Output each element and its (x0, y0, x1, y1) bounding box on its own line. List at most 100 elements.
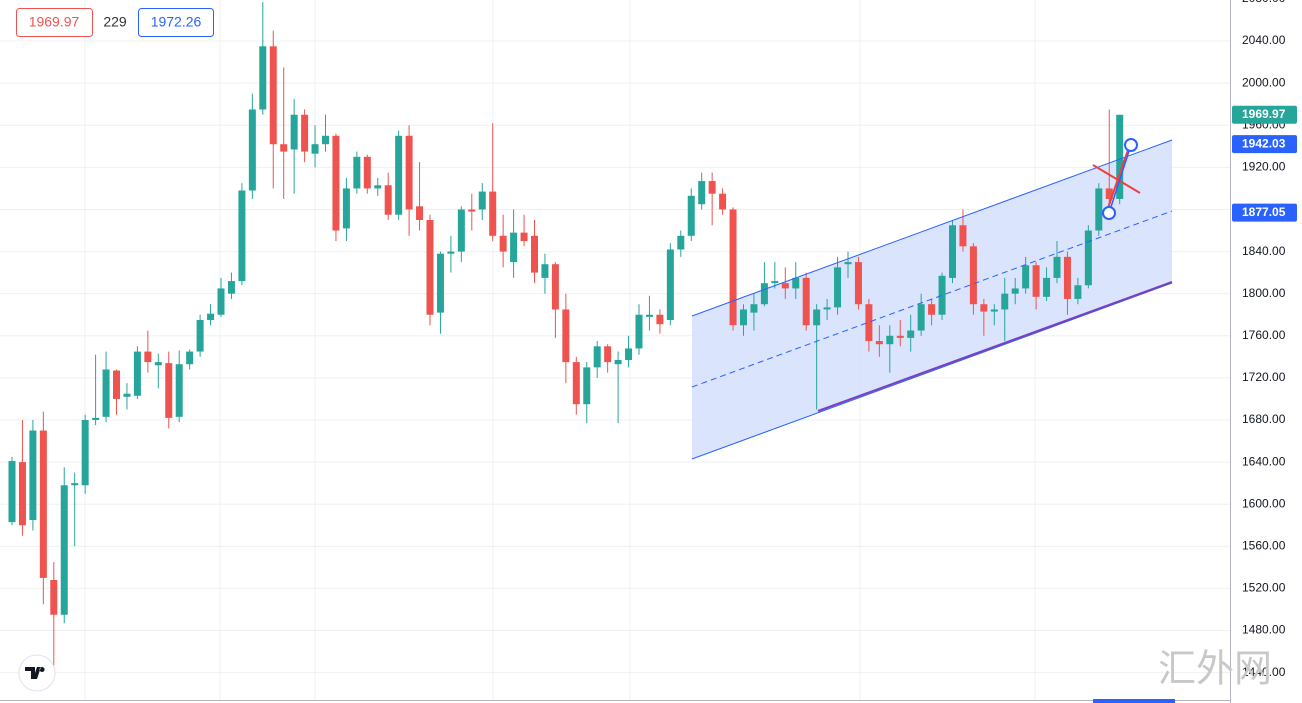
candle-body (71, 483, 79, 486)
candle-body (583, 367, 591, 405)
bid-price: 1969.97 (29, 14, 80, 30)
candle-body (771, 281, 779, 284)
y-tick-label: 2040.00 (1242, 33, 1286, 47)
candle-body (165, 363, 173, 418)
price-label-box (1232, 203, 1297, 222)
candle-body (50, 580, 58, 615)
candle-body (520, 232, 528, 242)
candle-body (39, 430, 47, 578)
candle-body (395, 135, 403, 215)
bid-box[interactable] (16, 8, 93, 37)
candle-body (928, 304, 936, 315)
y-tick-label: 1600.00 (1242, 496, 1286, 510)
candle-body (426, 220, 434, 315)
y-tick-label: 1680.00 (1242, 412, 1286, 426)
y-tick-label: 1520.00 (1242, 581, 1286, 595)
candle-body (1043, 277, 1051, 297)
candle-body (102, 369, 110, 417)
candle-body (353, 156, 361, 189)
candle-body (980, 304, 988, 312)
y-tick-label: 1560.00 (1242, 538, 1286, 552)
candle-body (113, 370, 120, 399)
candle-body (92, 417, 100, 420)
price-label: 1877.05 (1242, 205, 1286, 219)
channel-mid (691, 210, 1173, 388)
candle-body (593, 346, 601, 368)
candle-body (813, 309, 821, 326)
candle-body (792, 277, 800, 289)
candle-body (269, 46, 277, 145)
cross-mark (1107, 149, 1129, 209)
candle-body (8, 461, 16, 523)
trend-line (1108, 144, 1132, 214)
candle-body (959, 225, 967, 247)
candle-body (1095, 188, 1103, 231)
y-tick-label: 1480.00 (1242, 623, 1286, 637)
candle-body (1074, 285, 1082, 299)
anchor-point[interactable] (1102, 206, 1116, 220)
candle-body (635, 314, 643, 349)
y-tick-label: 1640.00 (1242, 454, 1286, 468)
candle-body (133, 351, 141, 396)
candle-body (332, 135, 340, 231)
candle-body (886, 335, 894, 345)
candle-body (1032, 265, 1040, 297)
channel-lower (691, 282, 1173, 460)
y-tick-label: 1440.00 (1242, 665, 1286, 679)
price-label: 1969.97 (1242, 107, 1286, 121)
candle-body (708, 181, 716, 194)
candle-body (186, 351, 194, 365)
candle-body (416, 206, 424, 220)
y-tick-label: 1720.00 (1242, 370, 1286, 384)
watermark: 汇外网 (1158, 647, 1272, 691)
candle-body (227, 281, 235, 294)
candle-body (18, 462, 26, 526)
logo[interactable] (18, 654, 56, 692)
y-tick-label: 1760.00 (1242, 328, 1286, 342)
candle-body (750, 304, 758, 313)
candle-body (499, 235, 507, 252)
candle-body (938, 275, 946, 315)
candle-body (666, 249, 674, 320)
candle-body (384, 185, 392, 215)
candle-body (81, 420, 89, 486)
candle-body (802, 277, 810, 326)
candle-body (478, 191, 486, 210)
candle-body (123, 393, 131, 397)
candle-body (207, 313, 215, 320)
candle-body (29, 430, 37, 520)
candle-body (917, 304, 925, 331)
candle-body (729, 209, 737, 326)
candle-body (854, 262, 862, 305)
candle-body (405, 135, 413, 210)
candle-body (447, 251, 455, 254)
candle-body (677, 235, 685, 250)
candle-body (489, 191, 497, 236)
ask-price: 1972.26 (151, 14, 202, 30)
candle-body (896, 335, 904, 338)
candle-body (1105, 188, 1113, 199)
candle-body (551, 264, 559, 310)
candle-body (1084, 230, 1092, 286)
candle-body (781, 283, 789, 289)
candle-body (562, 309, 570, 363)
candle-body (217, 288, 225, 315)
candle-body (1001, 293, 1009, 310)
candle-body (969, 246, 977, 305)
y-tick-label: 1800.00 (1242, 286, 1286, 300)
candle-body (238, 190, 246, 282)
candle-body (875, 341, 883, 345)
ask-box[interactable] (138, 8, 214, 37)
anchor-point[interactable] (1124, 138, 1138, 152)
price-label-box (1232, 135, 1297, 154)
candle-body (175, 364, 183, 417)
candle-body (949, 225, 956, 278)
candle-body (342, 188, 350, 229)
candle-body (154, 362, 162, 366)
candle-body (614, 360, 622, 365)
candle-body (374, 185, 382, 189)
candle-body (144, 351, 152, 363)
candle-body (687, 195, 695, 236)
y-tick-label: 1840.00 (1242, 244, 1286, 258)
